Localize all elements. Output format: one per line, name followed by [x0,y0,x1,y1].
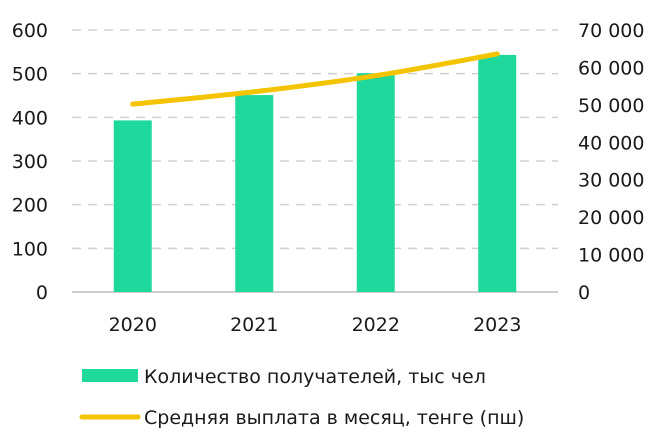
right-y-tick-label: 50 000 [578,95,644,117]
x-tick-label: 2022 [352,314,400,336]
line-series [130,51,500,107]
left-y-tick-label: 100 [12,238,48,260]
right-y-tick-label: 0 [578,282,590,304]
right-y-tick-label: 30 000 [578,170,644,192]
left-y-tick-label: 0 [36,282,48,304]
bar [113,120,152,292]
right-y-tick-label: 70 000 [578,20,644,42]
bar-series [113,54,517,293]
left-y-tick-label: 300 [12,151,48,173]
bar [235,95,274,293]
x-tick-label: 2023 [473,314,521,336]
right-y-tick-label: 20 000 [578,207,644,229]
line-series-path [130,51,500,107]
right-y-tick-label: 40 000 [578,132,644,154]
legend-bar-label: Количество получателей, тыс чел [144,366,486,388]
right-y-tick-label: 60 000 [578,57,644,79]
x-axis-ticks: 2020 2021 2022 2023 [109,314,522,336]
legend-line-label: Средняя выплата в месяц, тенге (пш) [144,407,524,429]
x-tick-label: 2021 [230,314,278,336]
legend-bar-swatch [82,369,138,382]
gridlines [72,29,558,250]
left-y-tick-label: 200 [12,195,48,217]
legend: Количество получателей, тыс чел Средняя … [79,366,524,429]
left-y-tick-label: 400 [12,107,48,129]
x-tick-label: 2020 [109,314,157,336]
left-y-tick-label: 600 [12,20,48,42]
right-y-tick-label: 10 000 [578,245,644,267]
right-y-axis-ticks: 0 10 000 20 000 30 000 40 000 50 000 60 000 70 … [578,20,644,304]
bar [356,73,395,292]
left-y-tick-label: 500 [12,64,48,86]
bar [478,54,517,292]
left-y-axis-ticks: 0 100 200 300 400 500 600 [12,20,48,304]
